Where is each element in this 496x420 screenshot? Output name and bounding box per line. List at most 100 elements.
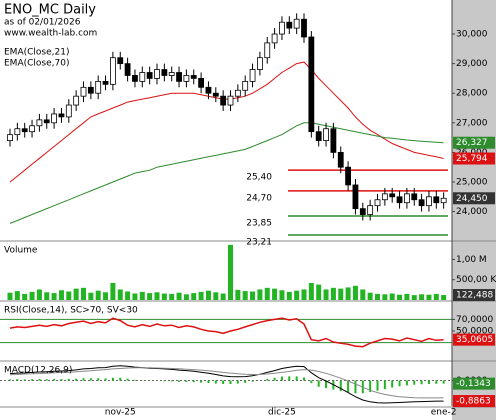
bar [397,294,403,300]
bar [14,291,20,300]
candle-body [73,95,80,106]
histogram-bar [442,380,445,384]
bar [294,290,300,300]
badge [453,395,495,408]
candle-body [51,113,57,124]
candle-body [117,57,124,65]
histogram-bar [119,377,122,381]
y-tick-label: 27,000 [456,118,488,128]
bar [308,282,314,300]
bar [125,291,131,300]
candle-body [58,113,65,118]
bar [323,289,329,300]
bar [44,292,50,300]
bar [286,291,292,300]
candle-body [256,57,263,70]
bar [220,293,226,300]
candle-body [279,21,285,35]
bar [264,287,270,300]
line [9,365,444,404]
bar [375,293,380,300]
bar [51,293,57,300]
bar [198,291,204,300]
candle-body [433,196,440,204]
candle-body [367,205,374,215]
bar [433,293,439,300]
histogram-bar [192,380,195,383]
histogram-bar [398,380,401,387]
bar [330,287,336,300]
bar [73,288,79,300]
histogram-bar [369,380,372,393]
histogram-bar [413,380,416,385]
y-tick-label: 25,000 [456,177,488,187]
histogram-bar [236,380,239,384]
candle-body [124,63,131,76]
bar [154,292,160,300]
candle-body [381,193,388,201]
candle-body [205,86,212,94]
level-label: 25,40 [246,173,272,183]
badge-label: 26,327 [456,138,488,148]
bar [228,244,233,300]
badge [453,289,495,302]
candle-body [249,69,256,82]
badge-label: 35,0605 [456,335,493,345]
candle-body [95,80,102,94]
candle-body [161,69,168,76]
candle-body [337,152,344,168]
bar [441,295,447,300]
candle-body [29,125,35,133]
candle-body [359,208,366,215]
bar [7,292,13,300]
histogram-bar [339,380,342,391]
histogram-bar [317,380,320,387]
candle-body [110,57,116,85]
bar [345,287,351,300]
histogram-bar [111,377,114,381]
badge-label: -0,8863 [456,397,491,407]
histogram-bar [435,380,438,384]
candle-body [403,193,410,204]
bar [81,287,86,300]
bar [316,284,322,300]
candle-body [411,193,418,201]
y-tick-label: 24,000 [456,207,488,217]
axis-panel [452,0,496,420]
histogram-bar [229,380,232,384]
bar [301,289,307,300]
badge-label: 122,488 [456,291,493,301]
bar [205,290,211,300]
histogram-bar [295,376,298,381]
pane-title: Volume [4,246,38,256]
y-tick-label: 50,0000 [456,327,493,337]
level-label: 23,21 [246,237,272,247]
histogram-bar [16,379,19,381]
bar [29,291,35,300]
bar [147,293,153,300]
candle-body [21,128,28,133]
histogram-bar [244,380,247,383]
candle-body [330,128,337,153]
candle-body [315,131,322,141]
y-tick-label: 30,000 [456,30,488,40]
chart-title: ENO_MC Daily [4,3,96,18]
candle-body [7,134,13,141]
candle-body [227,95,234,106]
candle-body [271,33,278,44]
histogram-bar [325,380,328,389]
candle-body [323,128,329,141]
bar [22,293,28,300]
histogram-bar [280,376,283,381]
candle-body [190,75,197,79]
histogram-bar [354,380,357,394]
title-box [2,2,98,38]
histogram-bar [82,378,85,381]
histogram-bar [273,377,276,381]
candle-body [345,166,352,186]
histogram-bar [200,380,203,383]
candle-body [242,80,249,91]
histogram-bar [376,380,379,391]
candle-body [389,193,396,198]
